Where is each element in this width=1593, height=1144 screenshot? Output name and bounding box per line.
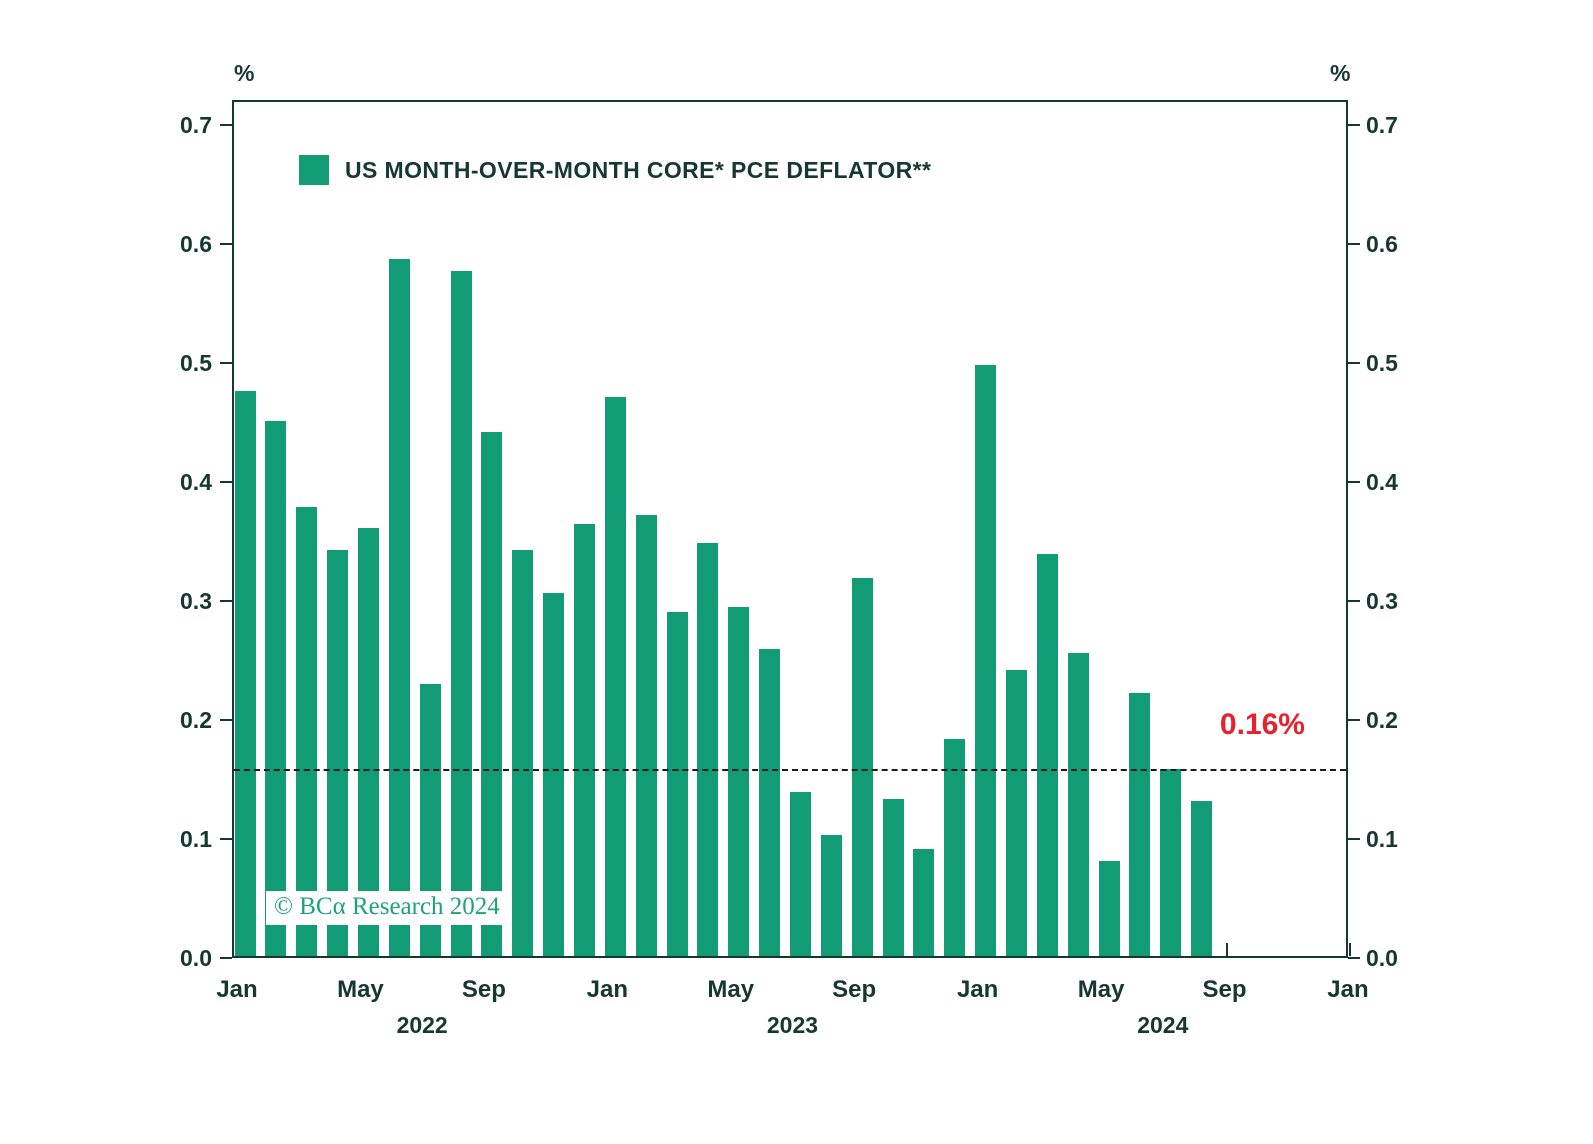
y-axis-unit-left: % xyxy=(234,60,255,86)
legend-label: US MONTH-OVER-MONTH CORE* PCE DEFLATOR** xyxy=(345,156,932,183)
bar-jul-2022 xyxy=(419,683,441,956)
legend-swatch-icon xyxy=(299,155,329,185)
y-axis-label-left: 0.1 xyxy=(180,826,212,852)
y-axis-unit-right: % xyxy=(1330,60,1351,86)
y-axis-label-left: 0.5 xyxy=(180,350,212,376)
bar-may-2024 xyxy=(1098,860,1120,956)
bar-aug-2022 xyxy=(450,270,472,956)
y-axis-tick-right xyxy=(1348,957,1360,959)
plot-area xyxy=(232,100,1351,958)
y-axis-label-right: 0.4 xyxy=(1366,469,1398,495)
year-label-2023: 2023 xyxy=(766,1012,819,1038)
bar-feb-2024 xyxy=(1006,670,1027,956)
y-axis-label-right: 0.5 xyxy=(1366,350,1398,376)
x-axis-label: Jan xyxy=(956,976,999,1003)
y-axis-tick-right xyxy=(1348,838,1360,840)
bar-jan-2022 xyxy=(234,390,256,956)
bar-aug-2024 xyxy=(1191,801,1213,956)
y-axis-tick-right xyxy=(1348,600,1360,602)
bar-jun-2023 xyxy=(759,648,781,956)
bar-nov-2023 xyxy=(913,848,935,956)
y-axis-tick-right xyxy=(1348,362,1360,364)
bar-apr-2024 xyxy=(1067,652,1089,956)
bar-apr-2022 xyxy=(327,550,349,956)
y-axis-label-right: 0.1 xyxy=(1366,826,1398,852)
x-axis-label: May xyxy=(1077,976,1125,1003)
x-axis-tick xyxy=(1348,943,1351,956)
y-axis-label-right: 0.0 xyxy=(1366,945,1398,971)
y-axis-tick-left xyxy=(220,838,232,840)
y-axis-tick-right xyxy=(1348,124,1360,126)
y-axis-tick-left xyxy=(220,957,232,959)
y-axis-tick-left xyxy=(220,719,232,721)
bar-apr-2023 xyxy=(697,543,719,956)
bar-may-2023 xyxy=(728,607,750,956)
bar-mar-2022 xyxy=(296,507,318,956)
bar-sep-2022 xyxy=(481,432,503,956)
bar-jul-2024 xyxy=(1160,769,1182,956)
copyright-watermark: © BCα Research 2024 xyxy=(266,891,510,925)
bar-may-2022 xyxy=(357,527,379,956)
y-axis-label-left: 0.6 xyxy=(180,231,212,257)
x-axis-label: Sep xyxy=(461,976,506,1003)
y-axis-label-left: 0.7 xyxy=(180,112,212,138)
bar-sep-2023 xyxy=(851,577,873,956)
bar-dec-2023 xyxy=(944,739,966,956)
bar-oct-2022 xyxy=(512,550,534,956)
bar-nov-2022 xyxy=(543,593,565,956)
reference-value-label: 0.16% xyxy=(1219,708,1305,741)
bar-feb-2022 xyxy=(265,420,287,956)
y-axis-label-left: 0.4 xyxy=(180,469,212,495)
y-axis-label-left: 0.2 xyxy=(180,707,212,733)
y-axis-label-left: 0.3 xyxy=(180,588,212,614)
y-axis-label-right: 0.6 xyxy=(1366,231,1398,257)
bar-jun-2024 xyxy=(1129,693,1151,956)
x-axis-label: May xyxy=(337,976,384,1003)
legend: US MONTH-OVER-MONTH CORE* PCE DEFLATOR** xyxy=(299,155,931,185)
x-axis-tick xyxy=(1225,943,1228,956)
x-axis-label: May xyxy=(707,976,755,1003)
bar-oct-2023 xyxy=(882,798,904,956)
x-axis-label: Sep xyxy=(1202,976,1247,1003)
x-axis-label: Jan xyxy=(216,976,258,1003)
bar-dec-2022 xyxy=(573,524,595,956)
y-axis-tick-right xyxy=(1348,243,1360,245)
y-axis-tick-right xyxy=(1348,719,1360,721)
y-axis-tick-left xyxy=(220,600,232,602)
y-axis-tick-right xyxy=(1348,481,1360,483)
x-axis-label: Jan xyxy=(1327,976,1369,1003)
year-label-2022: 2022 xyxy=(396,1012,448,1038)
bar-jul-2023 xyxy=(789,791,811,956)
bar-jan-2024 xyxy=(975,364,997,956)
y-axis-label-right: 0.3 xyxy=(1366,588,1398,614)
year-label-2024: 2024 xyxy=(1137,1012,1189,1038)
bar-mar-2023 xyxy=(666,612,688,956)
y-axis-label-right: 0.7 xyxy=(1366,112,1398,138)
reference-line xyxy=(234,768,1346,771)
bar-jan-2023 xyxy=(604,396,626,956)
bar-aug-2023 xyxy=(820,834,842,956)
y-axis-label-right: 0.2 xyxy=(1366,707,1398,733)
y-axis-tick-left xyxy=(220,243,232,245)
y-axis-label-left: 0.0 xyxy=(180,945,212,971)
x-axis-label: Jan xyxy=(586,976,628,1003)
y-axis-tick-left xyxy=(220,124,232,126)
x-axis-label: Sep xyxy=(832,976,877,1003)
y-axis-tick-left xyxy=(220,362,232,364)
bar-mar-2024 xyxy=(1036,553,1058,956)
bar-feb-2023 xyxy=(635,514,657,956)
bar-jun-2022 xyxy=(388,258,410,956)
y-axis-tick-left xyxy=(220,481,232,483)
